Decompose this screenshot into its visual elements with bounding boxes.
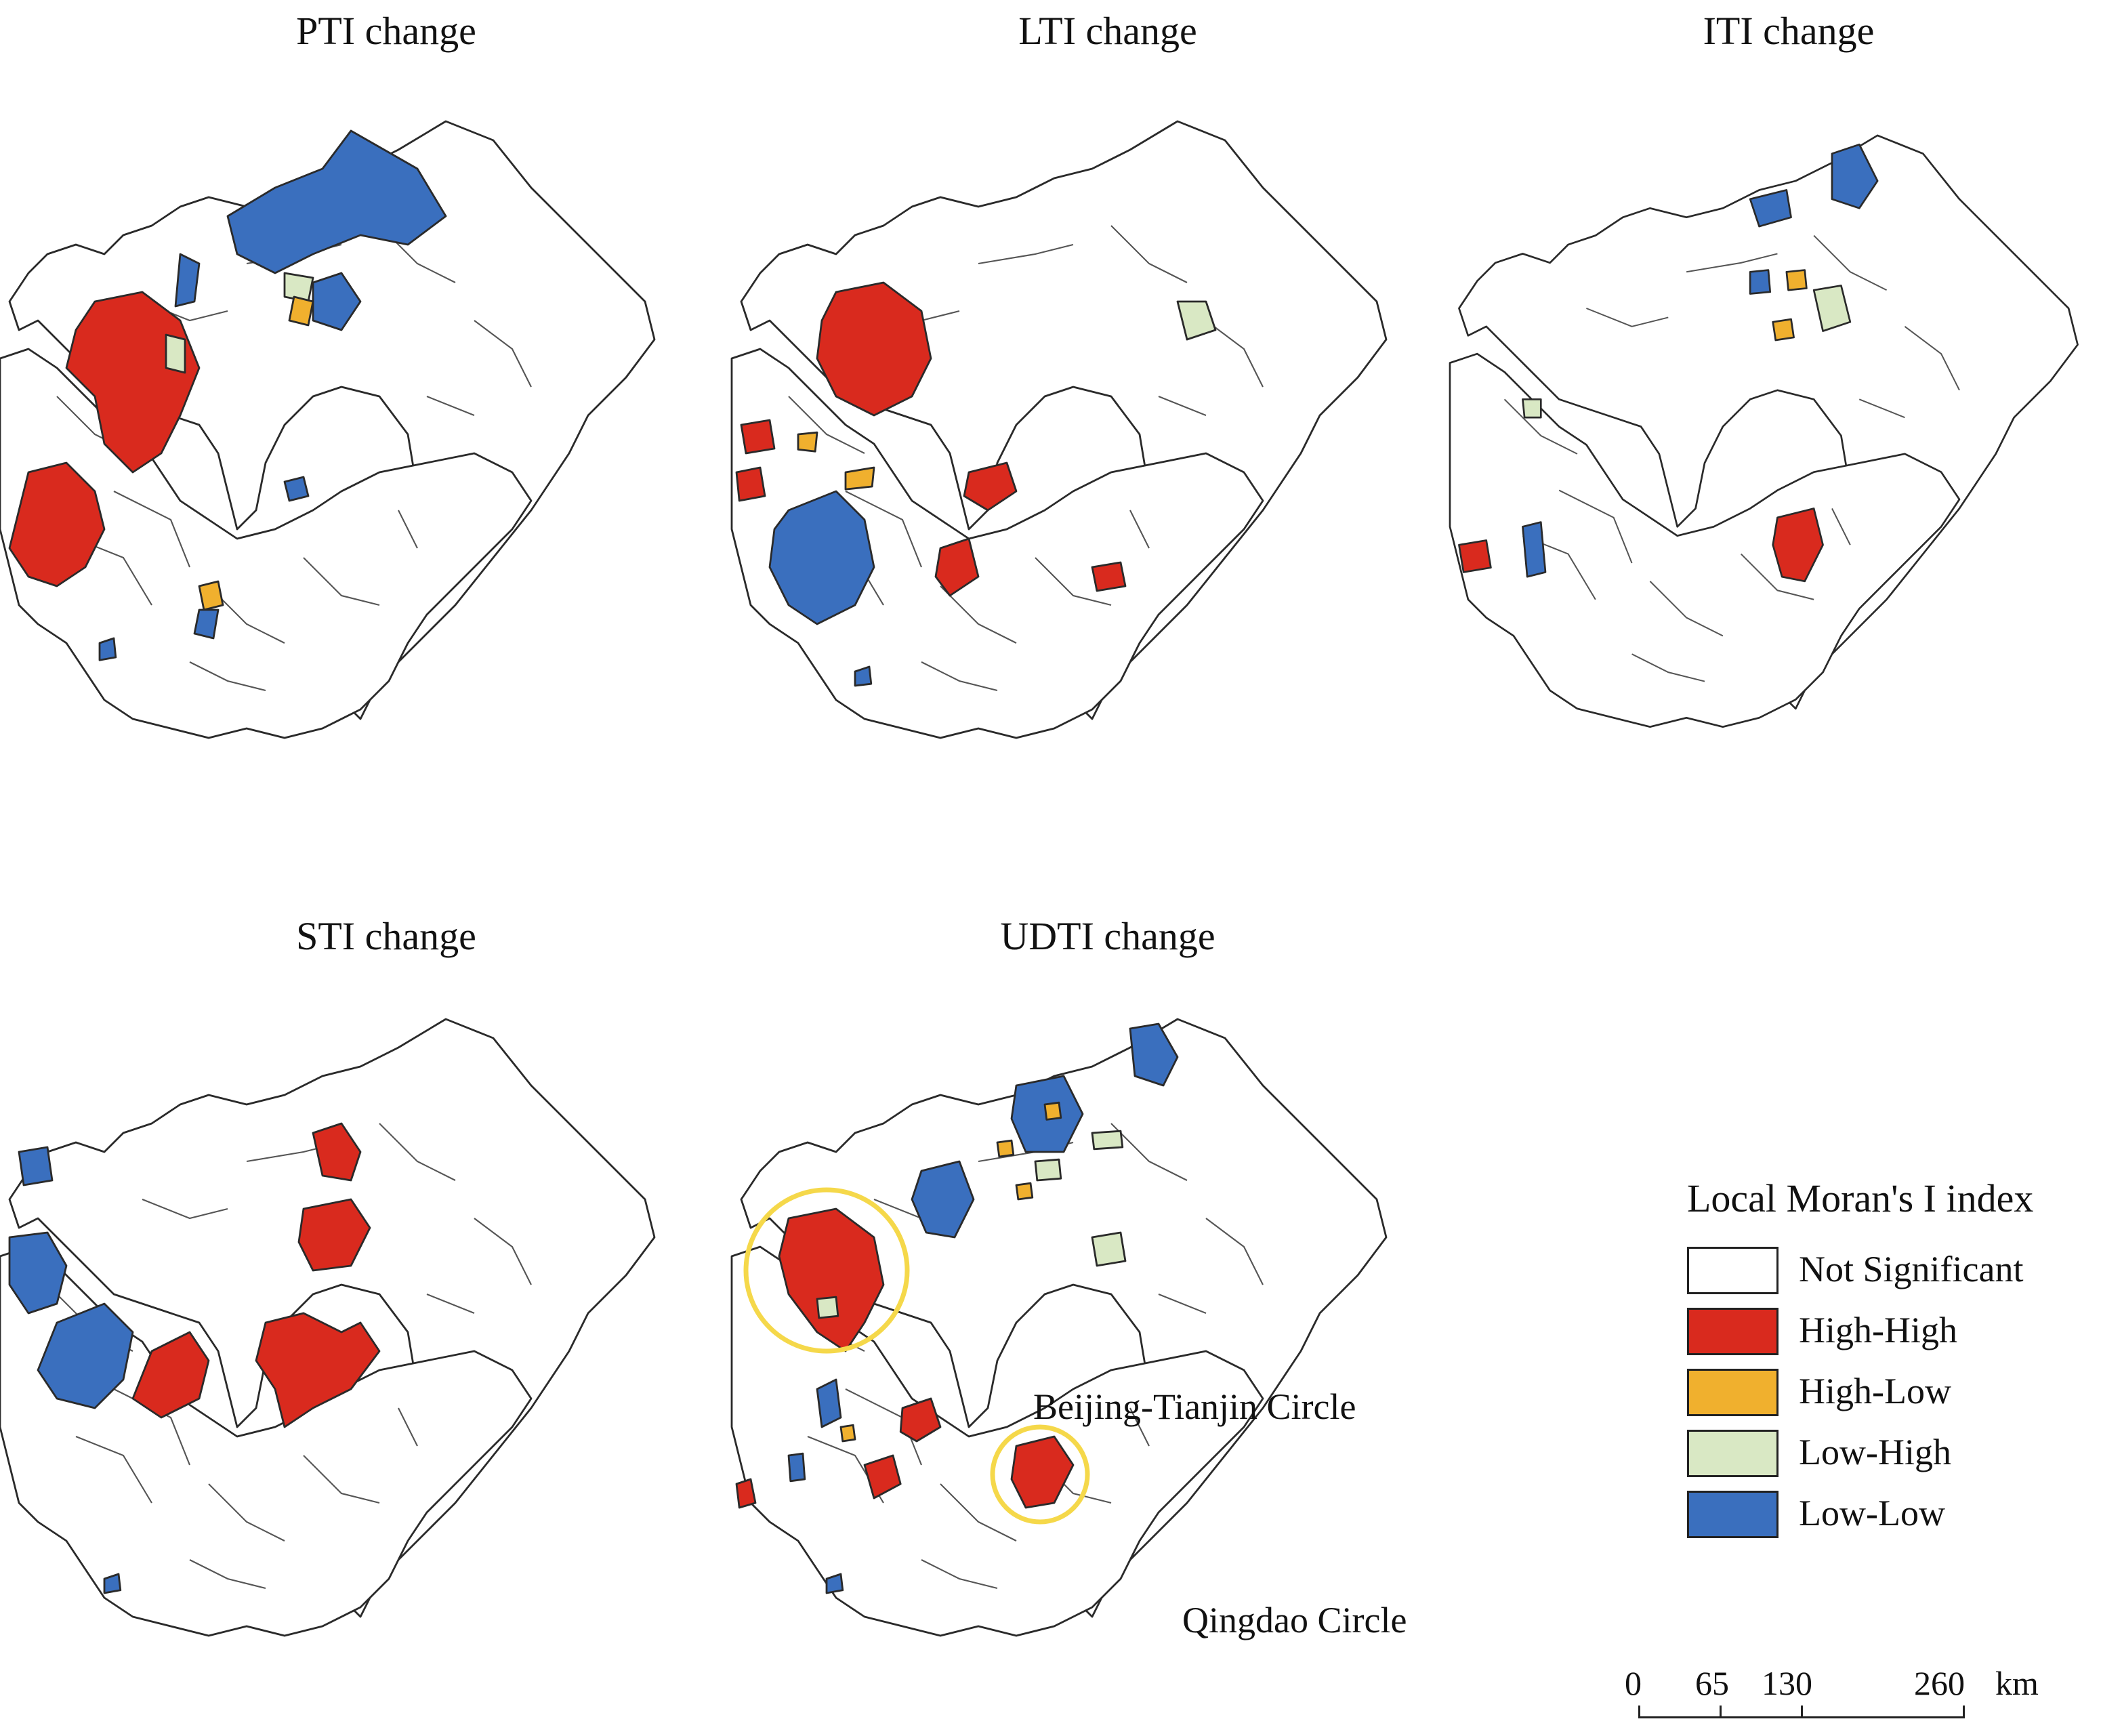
legend-label: Not Significant	[1799, 1249, 2024, 1289]
region-low-high	[1522, 398, 1542, 419]
legend-label: High-High	[1799, 1310, 1957, 1350]
region-low-high	[1176, 300, 1217, 341]
region-low-low	[1749, 269, 1772, 295]
legend-item-not-significant: Not Significant	[1687, 1247, 2094, 1300]
region-low-high	[816, 1296, 839, 1319]
region-high-high	[899, 1397, 942, 1443]
region-low-low	[825, 1573, 844, 1594]
region-high-high	[735, 1478, 757, 1509]
qingdao-circle-highlight	[990, 1424, 1090, 1525]
region-low-low	[226, 129, 447, 274]
region-low-high	[1091, 1130, 1124, 1151]
region-high-high	[740, 419, 776, 455]
scale-tick	[1801, 1706, 1803, 1718]
map-iti	[1449, 134, 2079, 728]
panel-title-iti: ITI change	[1703, 9, 1875, 53]
region-high-high	[8, 461, 106, 587]
region-low-low	[103, 1573, 122, 1594]
region-low-high	[165, 333, 186, 374]
legend-item-high-high: High-High	[1687, 1308, 2094, 1361]
map-udti	[730, 1018, 1388, 1637]
scale-tick	[1963, 1706, 1965, 1718]
scale-tick-label: 65	[1695, 1664, 1729, 1702]
region-low-low	[193, 608, 220, 640]
region-high-low	[1785, 269, 1808, 291]
panel-title-pti: PTI change	[296, 9, 476, 53]
region-high-low	[797, 431, 818, 453]
region-high-high	[816, 281, 932, 417]
legend-item-high-low: High-Low	[1687, 1369, 2094, 1422]
scale-tick-label: 260	[1914, 1664, 1965, 1702]
beijing-tianjin-circle-highlight	[743, 1187, 910, 1354]
region-low-high	[1812, 285, 1852, 332]
annotation-beijing-tianjin: Beijing-Tianjin Circle	[1033, 1386, 1356, 1427]
region-low-low	[18, 1146, 54, 1186]
legend-swatch	[1687, 1491, 1778, 1538]
annotation-qingdao: Qingdao Circle	[1182, 1600, 1407, 1640]
region-low-low	[768, 490, 875, 625]
region-high-low	[1015, 1182, 1034, 1201]
region-high-low	[996, 1139, 1015, 1158]
region-high-low	[839, 1424, 856, 1443]
legend-swatch	[1687, 1430, 1778, 1477]
scale-unit: km	[1995, 1664, 2039, 1702]
region-high-high	[778, 1207, 885, 1352]
legend-swatch	[1687, 1247, 1778, 1294]
legend-label: Low-Low	[1799, 1493, 1945, 1533]
region-high-low	[1772, 318, 1795, 342]
scale-tick	[1720, 1706, 1722, 1718]
panel-title-udti: UDTI change	[1000, 914, 1215, 958]
legend-item-low-high: Low-High	[1687, 1430, 2094, 1483]
region-low-low	[174, 253, 201, 308]
legend-item-low-low: Low-Low	[1687, 1491, 2094, 1544]
region-low-low	[98, 637, 117, 661]
legend-title: Local Moran's I index	[1687, 1176, 2034, 1220]
region-low-low	[1522, 521, 1547, 578]
legend-swatch	[1687, 1308, 1778, 1355]
scale-tick	[1638, 1706, 1640, 1718]
region-low-low	[1129, 1022, 1179, 1087]
scale-bar: 0 65 130 260 km	[1613, 1663, 2060, 1731]
panel-title-sti: STI change	[296, 914, 476, 958]
region-high-high	[735, 466, 766, 502]
panel-title-lti: LTI change	[1018, 9, 1197, 53]
region-high-high	[255, 1312, 381, 1428]
scale-tick-label: 130	[1762, 1664, 1812, 1702]
map-lti	[730, 120, 1388, 739]
legend-swatch	[1687, 1369, 1778, 1416]
region-high-low	[1043, 1101, 1062, 1121]
region-high-high	[297, 1198, 371, 1272]
region-high-high	[934, 537, 980, 597]
region-high-high	[1091, 561, 1127, 592]
region-low-high	[1091, 1231, 1127, 1267]
map-pti	[0, 120, 656, 739]
region-high-high	[312, 1122, 362, 1182]
region-low-low	[1749, 189, 1792, 228]
region-high-high	[1458, 539, 1492, 573]
region-low-low	[8, 1231, 68, 1315]
region-low-high	[1034, 1158, 1062, 1182]
region-low-low	[283, 476, 310, 502]
region-low-low	[1831, 143, 1879, 209]
region-high-high	[963, 461, 1018, 512]
region-low-low	[312, 272, 362, 331]
region-low-low	[816, 1378, 842, 1428]
region-low-low	[787, 1452, 806, 1483]
region-high-high	[1772, 508, 1824, 583]
legend-label: Low-High	[1799, 1432, 1951, 1472]
region-high-low	[198, 580, 224, 611]
map-sti	[0, 1018, 656, 1637]
legend-label: High-Low	[1799, 1371, 1951, 1411]
region-high-low	[844, 466, 875, 491]
scale-tick-label: 0	[1625, 1664, 1642, 1702]
region-high-low	[288, 295, 314, 327]
legend: Local Moran's I index Not Significant Hi…	[1687, 1176, 2094, 1538]
region-low-low	[37, 1302, 134, 1409]
region-low-low	[911, 1160, 975, 1239]
region-high-high	[1010, 1435, 1075, 1509]
region-low-low	[854, 665, 873, 687]
region-high-high	[863, 1454, 902, 1500]
region-high-high	[131, 1331, 210, 1419]
